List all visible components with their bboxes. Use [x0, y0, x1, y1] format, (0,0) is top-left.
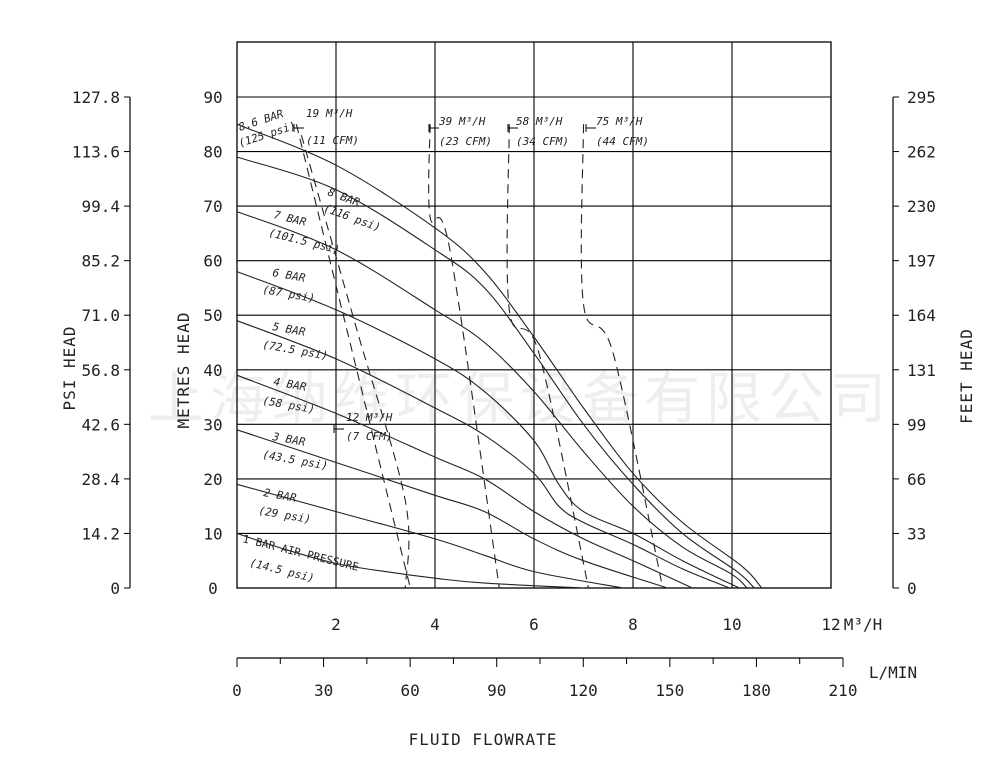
head-curve-line	[236, 211, 748, 589]
x-lmin-tick-label: 30	[314, 681, 333, 700]
x-m3h-unit: M³/H	[844, 615, 883, 634]
y-psi-tick-label: 28.4	[81, 470, 120, 489]
x-lmin-tick-label: 120	[569, 681, 598, 700]
air-curve-line	[300, 135, 410, 589]
axes	[124, 96, 899, 667]
air-curve-label: 75 M³/H	[596, 115, 643, 128]
y-psi-tick-label: 99.4	[81, 197, 120, 216]
air-curve-label: 58 M³/H	[516, 115, 563, 128]
y-metres-tick-label: 60	[203, 252, 222, 271]
x-lmin-tick-label: 60	[401, 681, 420, 700]
x-lmin-tick-label: 0	[232, 681, 242, 700]
head-curve-line	[236, 123, 763, 589]
y-psi-tick-label: 85.2	[81, 252, 120, 271]
psi-head-title: PSI HEAD	[60, 325, 79, 410]
head-curve-label: 3 BAR	[270, 430, 306, 449]
x-lmin-tick-label: 210	[829, 681, 858, 700]
x-m3h-tick-label: 6	[529, 615, 539, 634]
head-curve-label: 2 BAR	[262, 486, 297, 505]
air-curve-line	[580, 124, 664, 589]
x-m3h-tick-label: 4	[430, 615, 440, 634]
y-feet-tick-label: 66	[907, 470, 926, 489]
x-lmin-unit: L/MIN	[869, 663, 917, 682]
y-psi-tick-label: 0	[110, 579, 120, 598]
air-curve-label: 39 M³/H	[438, 115, 486, 128]
air-curve-cfm-label: (7 CFM)	[346, 430, 392, 443]
y-feet-tick-label: 230	[907, 197, 936, 216]
y-feet-tick-label: 197	[907, 252, 936, 271]
x-m3h-tick-label: 10	[722, 615, 741, 634]
watermark-text: 上海纳维环保设备有限公司	[148, 367, 892, 432]
air-curve-label: 19 M³/H	[306, 107, 353, 120]
head-curve-line	[236, 532, 584, 589]
y-metres-tick-label: 90	[203, 88, 222, 107]
y-psi-tick-label: 113.6	[72, 143, 120, 162]
x-m3h-tick-label: 12	[821, 615, 840, 634]
y-feet-tick-label: 295	[907, 88, 936, 107]
y-metres-tick-label: 10	[203, 524, 222, 543]
air-curve-cfm-label: (34 CFM)	[516, 135, 569, 148]
air-curve-line	[428, 124, 500, 589]
y-metres-tick-label: 20	[203, 470, 222, 489]
y-metres-tick-label: 40	[203, 361, 222, 380]
y-metres-tick-label: 70	[203, 197, 222, 216]
head-curve-label: 5 BAR	[271, 320, 306, 339]
x-lmin-tick-label: 180	[742, 681, 771, 700]
head-curves	[236, 123, 763, 589]
air-curve-label: 12 M³/H	[346, 411, 393, 424]
y-metres-tick-label: 0	[208, 579, 218, 598]
head-curve-line	[236, 483, 624, 589]
head-curve-line	[236, 374, 693, 589]
x-m3h-tick-label: 8	[628, 615, 638, 634]
y-psi-tick-label: 56.8	[81, 361, 120, 380]
head-curve-label: 4 BAR	[272, 375, 307, 394]
fluid-flowrate-title: FLUID FLOWRATE	[409, 730, 558, 749]
y-psi-tick-label: 14.2	[81, 524, 120, 543]
air-curve-line	[506, 124, 590, 589]
feet-head-title: FEET HEAD	[957, 328, 976, 424]
head-curve-line	[236, 271, 740, 589]
head-curve-line	[236, 320, 730, 589]
y-feet-tick-label: 33	[907, 524, 926, 543]
air-consumption-curves	[293, 124, 664, 589]
y-feet-tick-label: 99	[907, 415, 926, 434]
grid	[236, 41, 832, 589]
y-feet-tick-label: 0	[907, 579, 917, 598]
y-psi-tick-label: 71.0	[81, 306, 120, 325]
head-curve-line	[236, 429, 668, 589]
head-curve-line	[236, 156, 755, 589]
y-psi-tick-label: 127.8	[72, 88, 120, 107]
x-lmin-tick-label: 150	[655, 681, 684, 700]
air-curve-cfm-label: (44 CFM)	[596, 135, 649, 148]
metres-head-title: METRES HEAD	[174, 312, 193, 429]
head-curve-label: 6 BAR	[271, 266, 306, 285]
x-m3h-tick-label: 2	[331, 615, 341, 634]
y-metres-tick-label: 30	[203, 415, 222, 434]
x-lmin-tick-label: 90	[487, 681, 506, 700]
y-feet-tick-label: 262	[907, 143, 936, 162]
y-feet-tick-label: 131	[907, 361, 936, 380]
y-metres-tick-label: 80	[203, 143, 222, 162]
y-metres-tick-label: 50	[203, 306, 222, 325]
y-feet-tick-label: 164	[907, 306, 936, 325]
y-psi-tick-label: 42.6	[81, 415, 120, 434]
air-curve-cfm-label: (23 CFM)	[439, 135, 492, 148]
air-curve-cfm-label: (11 CFM)	[306, 134, 359, 147]
